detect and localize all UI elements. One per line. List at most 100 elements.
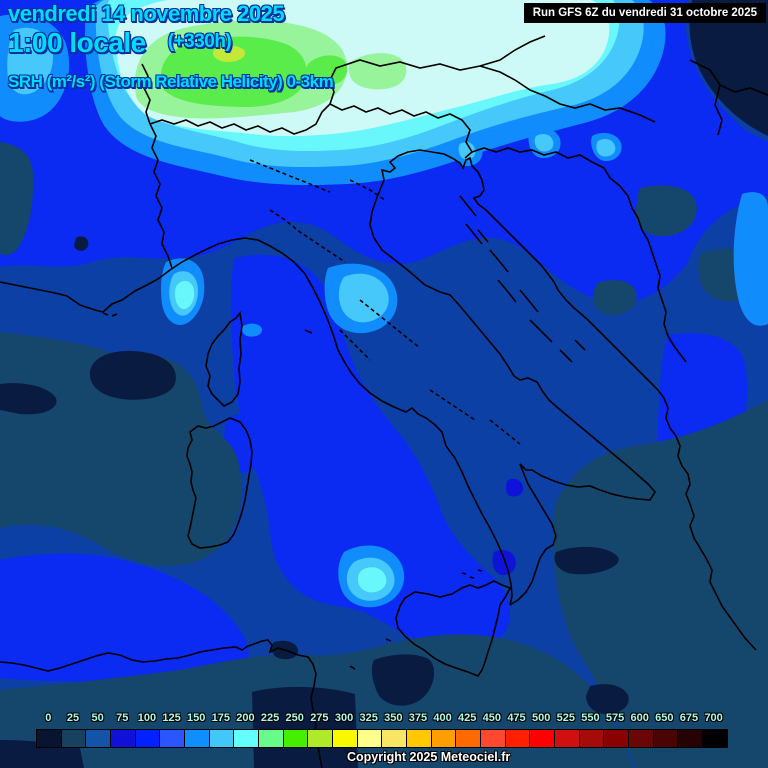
contour-region-green	[306, 55, 348, 86]
coastline	[369, 149, 757, 651]
colorbar-tick-label: 25	[66, 712, 80, 724]
colorbar-tick-label: 325	[359, 712, 378, 724]
coastline	[0, 639, 323, 768]
contour-region-azure	[733, 192, 768, 326]
colorbar-cell	[160, 730, 186, 747]
colorbar-tick-label: 50	[91, 712, 104, 724]
colorbar-tick-label: 300	[334, 712, 354, 724]
colorbar-tick-label: 100	[137, 712, 157, 724]
coastline	[469, 576, 475, 579]
coastline	[529, 319, 553, 343]
coastline	[714, 84, 723, 136]
colorbar-cell	[185, 730, 210, 747]
contour-region-navy	[371, 654, 435, 706]
colorbar-tick-label: 375	[408, 712, 428, 724]
colorbar-tick-label: 125	[162, 712, 181, 724]
colorbar-tick-label: 175	[211, 712, 230, 724]
contour-region-azure	[242, 323, 263, 337]
region-border-line	[339, 329, 371, 361]
colorbar-tick-label: 600	[630, 712, 649, 724]
colorbar-cells	[36, 729, 728, 748]
contour-region-sky	[7, 27, 54, 95]
contour-region-bright	[379, 466, 421, 507]
colorbar-cell	[86, 730, 112, 747]
colorbar-tick-label: 400	[433, 712, 452, 724]
contour-region-navy	[89, 350, 176, 400]
contour-region-deep	[505, 478, 524, 497]
contour-region-navy	[689, 0, 768, 136]
colorbar-tick-label: 675	[679, 712, 699, 724]
region-border-line	[359, 299, 421, 349]
colorbar-cell	[283, 730, 309, 747]
colorbar-cell	[135, 730, 161, 747]
coastline	[465, 223, 483, 245]
region-border-line	[249, 159, 331, 193]
coastline	[459, 195, 477, 217]
colorbar-cell	[111, 730, 136, 747]
colorbar-cell	[431, 730, 457, 747]
colorbar-tick-label: 650	[655, 712, 674, 724]
map-titles: vendredi 14 novembre 2025 1:00 locale (+…	[8, 1, 334, 92]
colorbar-cell	[579, 730, 605, 747]
contour-region-slate	[0, 332, 242, 566]
colorbar-cell	[456, 730, 482, 747]
coastline	[395, 580, 512, 677]
colorbar-cell	[333, 730, 358, 747]
colorbar-cell	[382, 730, 408, 747]
coastline	[689, 59, 768, 96]
contour-region-sky	[338, 273, 389, 323]
coastline	[141, 63, 151, 125]
colorbar-tick-label: 0	[45, 712, 52, 724]
coastline	[574, 339, 586, 351]
colorbar-cell	[357, 730, 383, 747]
colorbar-cell	[505, 730, 531, 747]
contour-region-navy	[74, 236, 89, 251]
coastline	[186, 417, 253, 549]
date-label: vendredi 14 novembre 2025	[8, 1, 285, 26]
coastline	[559, 349, 573, 363]
colorbar-tick-label: 550	[581, 712, 600, 724]
colorbar-cell	[209, 730, 235, 747]
contour-region-slate	[592, 280, 637, 316]
colorbar-cell	[629, 730, 654, 747]
time-label: 1:00 locale	[8, 27, 146, 58]
colorbar-tick-label: 525	[556, 712, 575, 724]
contour-region-ygreen	[212, 45, 246, 62]
coastline	[519, 289, 539, 313]
coastline	[304, 329, 313, 334]
colorbar-cell	[703, 730, 727, 747]
colorbar-cell	[259, 730, 284, 747]
coastline	[149, 123, 173, 269]
forecast-offset-label: (+330h)	[167, 31, 232, 52]
coastline	[477, 229, 489, 243]
colorbar-tick-label: 500	[531, 712, 551, 724]
copyright-label: Copyright 2025 Meteociel.fr	[347, 750, 511, 764]
contour-region-sky	[596, 138, 616, 157]
coastline	[497, 279, 517, 303]
contour-region-cyan	[358, 567, 387, 593]
colorbar-tick-label: 425	[458, 712, 477, 724]
colorbar-tick-label: 225	[260, 712, 280, 724]
coastline	[102, 312, 109, 316]
contour-region-bright	[230, 254, 511, 649]
colorbar-cell	[481, 730, 506, 747]
colorbar-cell	[530, 730, 556, 747]
colorbar-legend: 0 25 50 75 100 125 150 175 200 225 250 275 300 325 350…	[36, 710, 728, 748]
colorbar-tick-label: 75	[116, 712, 129, 724]
param-label: SRH (m²/s²) (Storm Relative Helicity) 0-…	[8, 72, 334, 91]
coastline	[149, 103, 474, 159]
colorbar-cell	[308, 730, 334, 747]
region-border-line	[349, 179, 386, 201]
colorbar-cell	[234, 730, 260, 747]
colorbar-cell	[407, 730, 432, 747]
region-border-line	[429, 389, 476, 421]
coastline	[489, 249, 509, 273]
contour-region-cyan	[175, 280, 195, 310]
colorbar-tick-label: 700	[704, 712, 723, 724]
contour-region-slate	[635, 185, 697, 237]
colorbar-cell	[37, 730, 62, 747]
colorbar-tick-label: 575	[605, 712, 625, 724]
contour-region-slate	[0, 142, 34, 256]
